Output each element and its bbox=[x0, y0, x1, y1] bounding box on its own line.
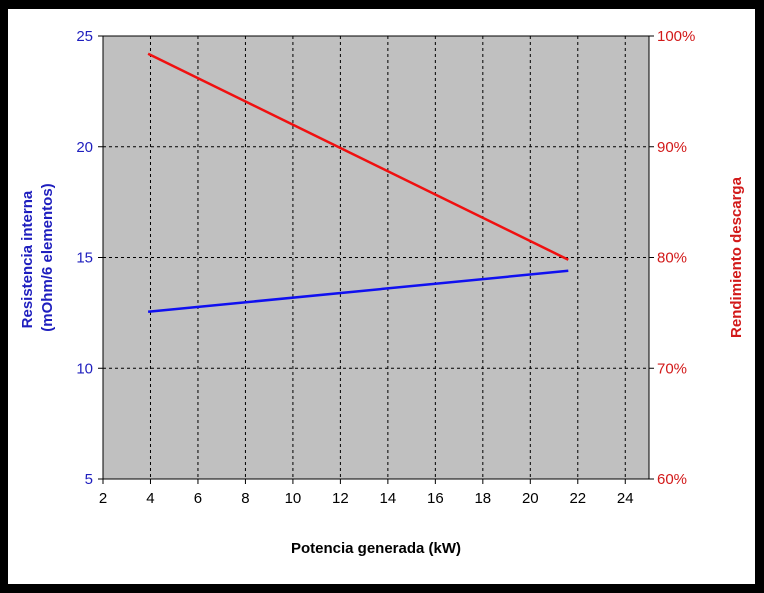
x-axis-label: Potencia generada (kW) bbox=[291, 540, 461, 557]
x-tick-label: 10 bbox=[285, 490, 302, 507]
x-tick-label: 16 bbox=[427, 490, 444, 507]
x-tick-label: 20 bbox=[522, 490, 539, 507]
x-tick-label: 24 bbox=[617, 490, 634, 507]
x-tick-label: 8 bbox=[241, 490, 249, 507]
grid-lines bbox=[103, 36, 649, 479]
series-line-resistencia bbox=[147, 269, 569, 314]
series-line-rendimiento bbox=[147, 52, 569, 261]
x-tick-label: 4 bbox=[146, 490, 154, 507]
x-tick-label: 12 bbox=[332, 490, 349, 507]
y-left-tick-label: 25 bbox=[76, 28, 93, 45]
y-right-tick-label: 100% bbox=[657, 28, 695, 45]
y-right-tick-label: 60% bbox=[657, 471, 687, 488]
y-right-tick-label: 80% bbox=[657, 250, 687, 267]
axis-ticks: 2 4 6 8 10 12 14 16 18 20 22 2451015202560%70%80%90… bbox=[76, 28, 695, 507]
y-left-tick-label: 20 bbox=[76, 139, 93, 156]
y-axis-left-label-line-1: Resistencia interna bbox=[19, 190, 36, 328]
y-right-tick-label: 90% bbox=[657, 139, 687, 156]
y-axis-left-label: Resistencia interna (mOhm/6 elementos) bbox=[19, 183, 56, 331]
series-lines bbox=[147, 52, 569, 314]
y-axis-right-label: Rendimiento descarga bbox=[728, 176, 745, 338]
chart: 2 4 6 8 10 12 14 16 18 20 22 2451015202560%70%80%90… bbox=[19, 28, 745, 557]
x-tick-label: 18 bbox=[474, 490, 491, 507]
x-tick-label: 22 bbox=[569, 490, 586, 507]
chart-frame: 2 4 6 8 10 12 14 16 18 20 22 24 5 10 15 20 25 60% 70% 80% 90… bbox=[8, 9, 755, 584]
x-tick-label: 6 bbox=[194, 490, 202, 507]
x-tick-label: 2 bbox=[99, 490, 107, 507]
y-left-tick-label: 15 bbox=[76, 250, 93, 267]
x-tick-label: 14 bbox=[380, 490, 397, 507]
y-left-tick-label: 5 bbox=[85, 471, 93, 488]
y-axis-left-label-line-2: (mOhm/6 elementos) bbox=[39, 183, 56, 331]
y-left-tick-label: 10 bbox=[76, 360, 93, 377]
y-right-tick-label: 70% bbox=[657, 360, 687, 377]
